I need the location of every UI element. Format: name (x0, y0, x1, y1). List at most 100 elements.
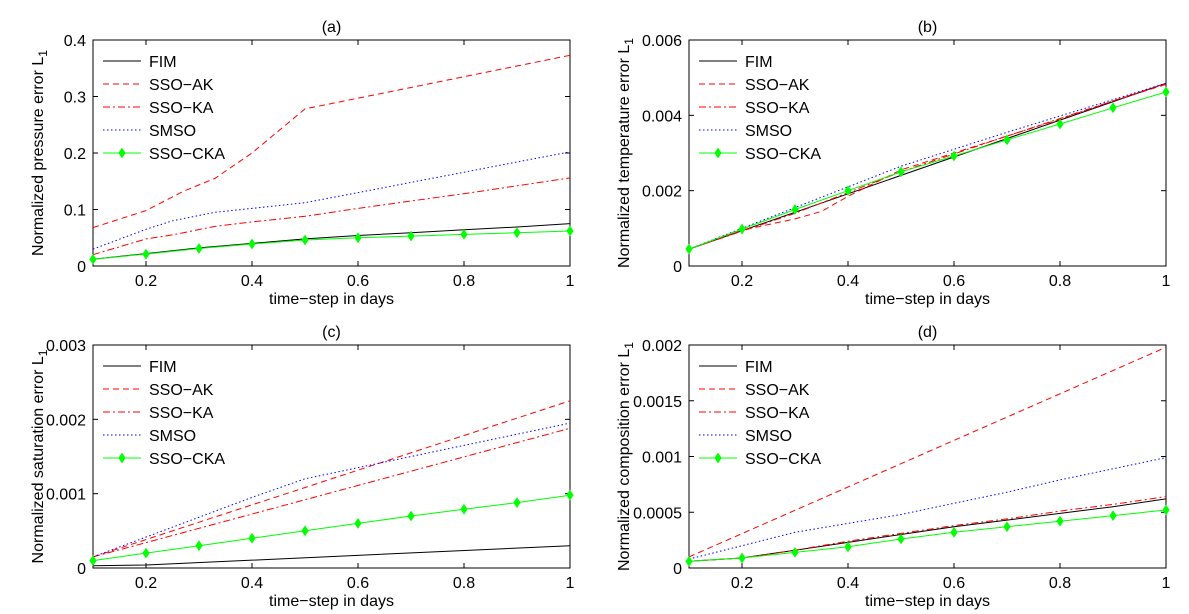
x-tick-label: 0.2 (135, 273, 157, 290)
x-tick-label: 0.4 (241, 273, 263, 290)
y-tick-label: 0.001 (46, 487, 86, 504)
legend-marker (714, 452, 722, 464)
data-point (142, 547, 150, 559)
legend-label: SMSO (149, 428, 196, 445)
x-tick-label: 0.2 (731, 273, 753, 290)
y-tick-label: 0 (673, 561, 682, 578)
x-tick-label: 0.4 (837, 575, 859, 592)
series-line-0 (92, 545, 571, 567)
data-point (844, 541, 852, 553)
y-tick-label: 0.006 (642, 33, 682, 50)
data-point (1056, 515, 1064, 527)
legend-label: SSO−CKA (149, 146, 225, 163)
y-axis-label-text: Normalized pressure error L (30, 57, 47, 256)
y-axis-label-subscript: 1 (36, 50, 50, 57)
series-line-0 (688, 82, 1167, 250)
series-line-1 (688, 346, 1167, 558)
legend-marker (714, 147, 722, 159)
y-axis-label: Normalized temperature error L1 (616, 38, 636, 268)
y-tick-label: 0 (77, 259, 86, 276)
series-line-1 (92, 400, 571, 558)
data-point (1056, 118, 1064, 130)
data-point (566, 489, 574, 501)
data-point (738, 552, 746, 564)
series-line-4 (688, 91, 1167, 250)
x-tick-label: 0.4 (837, 273, 859, 290)
y-tick-label: 0.002 (642, 184, 682, 201)
y-axis-label-text: Normalized temperature error L (616, 45, 633, 268)
y-axis-label-text: Normalized composition error L (616, 349, 633, 571)
y-tick-label: 0.0015 (633, 394, 682, 411)
y-tick-label: 0.2 (64, 146, 86, 163)
data-point (407, 230, 415, 242)
data-point (89, 555, 97, 566)
data-point (513, 497, 521, 508)
series-line-4 (688, 509, 1167, 562)
x-axis-label: time−step in days (865, 593, 990, 610)
data-point (248, 532, 256, 544)
data-point (301, 525, 309, 537)
y-tick-label: 0.002 (642, 338, 682, 355)
chart-title: (c) (322, 324, 341, 341)
legend: FIM SSO−AK SSO−KA SMSO SSO−CKA (103, 359, 225, 468)
x-tick-label: 0.6 (347, 273, 369, 290)
legend-label: SSO−AK (149, 77, 214, 94)
chart-panel-d: 0.2 0.4 0.6 0.8 1 0 0.0005 0.001 0.0015 0.002 (d) t… (616, 324, 1171, 610)
data-point (844, 185, 852, 197)
legend: FIM SSO−AK SSO−KA SMSO SSO−CKA (103, 54, 225, 163)
data-point (248, 238, 256, 250)
x-tick-label: 0.6 (943, 575, 965, 592)
legend-label: SSO−KA (149, 100, 214, 117)
x-tick-label: 0.6 (943, 273, 965, 290)
y-tick-label: 0 (77, 561, 86, 578)
series-line-0 (92, 223, 571, 260)
series-line-1 (92, 54, 571, 229)
legend-label: SSO−CKA (745, 146, 821, 163)
chart-title: (a) (322, 19, 342, 36)
chart-title: (d) (918, 324, 938, 341)
x-tick-label: 1 (566, 273, 575, 290)
legend-label: SSO−CKA (745, 451, 821, 468)
legend-label: SSO−AK (745, 77, 810, 94)
legend: FIM SSO−AK SSO−KA SMSO SSO−CKA (699, 359, 821, 468)
data-point (1109, 510, 1117, 521)
data-point (685, 243, 693, 255)
legend-label: FIM (149, 359, 177, 376)
data-point (1003, 521, 1011, 533)
x-tick-label: 0.8 (453, 273, 475, 290)
legend-marker (118, 452, 126, 464)
legend-label: FIM (149, 54, 177, 71)
x-tick-label: 0.6 (347, 575, 369, 592)
x-tick-label: 1 (1162, 575, 1171, 592)
x-tick-label: 0.8 (453, 575, 475, 592)
x-tick-label: 1 (1162, 273, 1171, 290)
y-axis-label: Normalized saturation error L1 (30, 349, 50, 563)
legend-label: SSO−KA (745, 405, 810, 422)
data-point (897, 166, 905, 178)
data-point (354, 232, 362, 244)
x-tick-label: 0.8 (1049, 575, 1071, 592)
data-point (407, 510, 415, 522)
legend-marker (118, 147, 126, 159)
data-point (897, 533, 905, 545)
legend-label: SSO−KA (149, 405, 214, 422)
y-tick-label: 0.002 (46, 412, 86, 429)
data-point (1162, 86, 1170, 98)
y-axis-label-subscript: 1 (622, 342, 636, 349)
x-axis-label: time−step in days (269, 291, 394, 308)
legend: FIM SSO−AK SSO−KA SMSO SSO−CKA (699, 54, 821, 163)
series-line-2 (92, 177, 571, 256)
data-point (354, 517, 362, 529)
data-point (685, 555, 693, 567)
data-point (1109, 102, 1117, 114)
data-point (1003, 134, 1011, 146)
legend-label: SSO−AK (149, 382, 214, 399)
data-point (460, 228, 468, 240)
x-tick-label: 0.2 (135, 575, 157, 592)
series-line-2 (92, 427, 571, 558)
x-axis-label: time−step in days (865, 291, 990, 308)
y-axis-label-text: Normalized saturation error L (30, 356, 47, 563)
y-tick-label: 0.004 (642, 108, 682, 125)
chart-title: (b) (918, 19, 938, 36)
